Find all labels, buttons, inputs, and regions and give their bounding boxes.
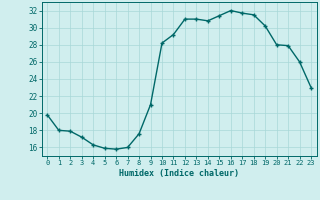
X-axis label: Humidex (Indice chaleur): Humidex (Indice chaleur) xyxy=(119,169,239,178)
